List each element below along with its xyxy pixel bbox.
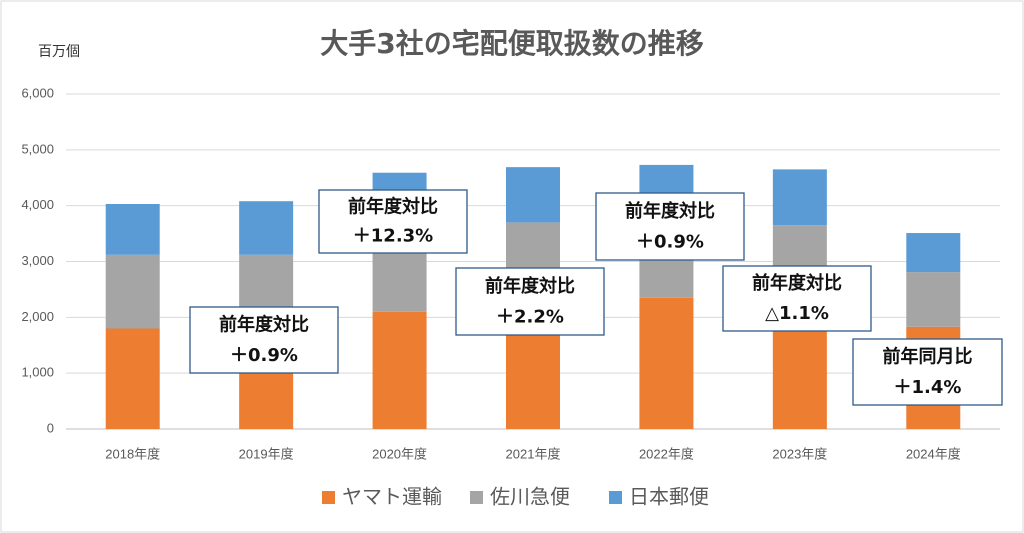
bar-segment — [506, 167, 560, 223]
annotation-box — [455, 267, 605, 336]
bar-segment — [906, 272, 961, 327]
y-tick-label: 3,000 — [21, 253, 54, 268]
bar-segment — [105, 203, 160, 255]
legend-label: ヤマト運輸 — [342, 485, 442, 509]
annotation-title: 前年度対比 — [625, 200, 715, 222]
bar-segment — [105, 328, 160, 429]
x-tick-label: 2022年度 — [639, 446, 694, 461]
annotation-change: ＋0.9% — [230, 345, 298, 366]
y-tick-label: 5,000 — [21, 141, 54, 156]
x-tick-label: 2024年度 — [906, 446, 961, 461]
bar-segment — [906, 233, 961, 273]
legend-label: 佐川急便 — [490, 485, 570, 509]
bar-segment — [105, 254, 160, 329]
y-tick-label: 6,000 — [21, 85, 54, 100]
annotation-change: ＋0.9% — [636, 232, 704, 253]
legend-swatch — [609, 491, 622, 504]
annotation-title: 前年度対比 — [348, 196, 438, 218]
x-tick-label: 2020年度 — [372, 446, 427, 461]
annotation-change: △1.1% — [765, 303, 829, 324]
y-tick-label: 4,000 — [21, 197, 54, 212]
bar-segment — [772, 169, 827, 226]
x-tick-label: 2019年度 — [239, 446, 294, 461]
y-axis-unit: 百万個 — [38, 44, 80, 60]
legend-swatch — [322, 491, 335, 504]
legend-swatch — [470, 491, 483, 504]
annotation-box — [318, 189, 468, 254]
x-tick-label: 2018年度 — [105, 446, 160, 461]
annotation-title: 前年度対比 — [219, 313, 309, 335]
x-tick-label: 2021年度 — [506, 446, 561, 461]
chart-title: 大手3社の宅配便取扱数の推移 — [320, 27, 703, 60]
annotation-change: ＋12.3% — [353, 226, 433, 247]
annotation-title: 前年度対比 — [485, 275, 575, 297]
y-tick-label: 1,000 — [21, 365, 54, 380]
bar-segment — [639, 297, 694, 429]
annotation-change: ＋1.4% — [894, 377, 962, 398]
legend-label: 日本郵便 — [629, 485, 709, 509]
annotation-box — [852, 338, 1003, 406]
bar-segment — [372, 311, 427, 429]
annotation-box — [189, 306, 339, 374]
annotation-change: ＋2.2% — [496, 307, 564, 328]
annotation-title: 前年同月比 — [883, 345, 973, 367]
y-tick-label: 0 — [47, 420, 54, 435]
bar-segment — [239, 201, 294, 255]
annotation-box — [722, 265, 872, 332]
x-tick-label: 2023年度 — [772, 446, 827, 461]
y-tick-label: 2,000 — [21, 309, 54, 324]
annotation-title: 前年度対比 — [752, 272, 842, 294]
annotation-box — [595, 192, 745, 261]
